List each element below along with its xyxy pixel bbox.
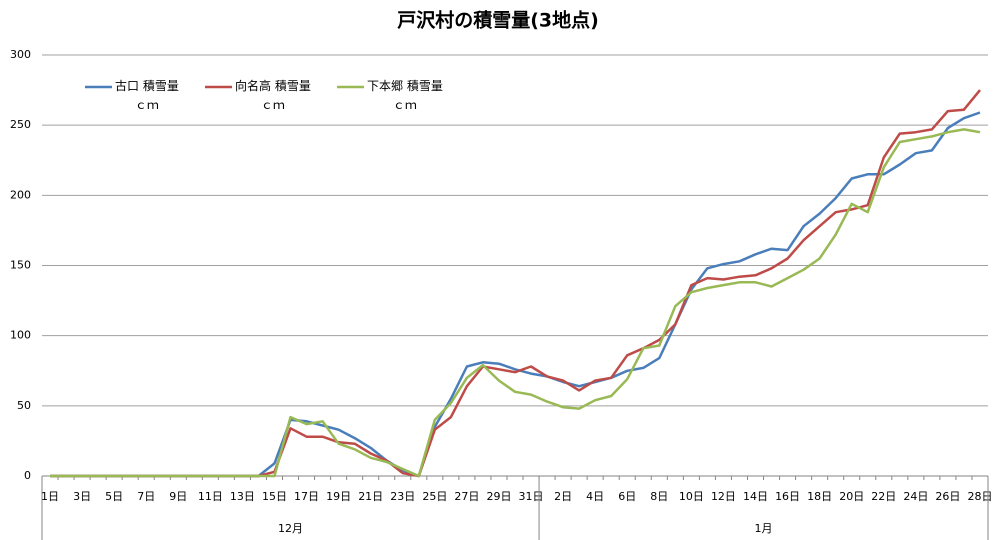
x-tick-label: 20日 [839, 490, 864, 503]
chart-title: 戸沢村の積雪量(3地点) [397, 9, 599, 32]
x-tick-label: 14日 [743, 490, 768, 503]
y-tick-label: 300 [10, 48, 31, 61]
x-tick-label: 16日 [775, 490, 800, 503]
x-tick-label: 29日 [486, 490, 511, 503]
legend-label: 下本郷 積雪量 ｃｍ [367, 79, 443, 112]
x-tick-label: 26日 [935, 490, 960, 503]
x-tick-label: 24日 [903, 490, 928, 503]
x-tick-label: 11日 [198, 490, 223, 503]
x-tick-label: 7日 [137, 490, 155, 503]
x-tick-label: 3日 [73, 490, 91, 503]
legend-label: 向名高 積雪量 ｃｍ [235, 79, 311, 112]
x-tick-label: 10日 [679, 490, 704, 503]
group-label: 1月 [755, 522, 773, 535]
y-tick-label: 200 [10, 188, 31, 201]
x-tick-label: 12日 [711, 490, 736, 503]
y-tick-label: 50 [17, 399, 31, 412]
y-tick-label: 150 [10, 259, 31, 272]
series-line [50, 89, 981, 478]
x-tick-label: 21日 [358, 490, 383, 503]
x-tick-label: 28日 [967, 490, 992, 503]
legend-label: 古口 積雪量 ｃｍ [115, 79, 179, 112]
group-label: 12月 [278, 522, 303, 535]
x-tick-label: 19日 [326, 490, 351, 503]
x-tick-label: 25日 [422, 490, 447, 503]
x-tick-label: 15日 [262, 490, 287, 503]
x-tick-label: 23日 [390, 490, 415, 503]
x-tick-label: 4日 [586, 490, 604, 503]
y-tick-label: 100 [10, 329, 31, 342]
x-tick-label: 9日 [169, 490, 187, 503]
x-tick-label: 8日 [650, 490, 668, 503]
series-line [50, 111, 981, 478]
y-tick-label: 250 [10, 118, 31, 131]
x-tick-label: 18日 [807, 490, 832, 503]
x-tick-label: 6日 [618, 490, 636, 503]
x-tick-label: 1日 [41, 490, 59, 503]
x-tick-label: 22日 [871, 490, 896, 503]
series-line [50, 128, 981, 478]
x-tick-label: 2日 [554, 490, 572, 503]
x-tick-label: 5日 [105, 490, 123, 503]
x-tick-label: 27日 [454, 490, 479, 503]
x-tick-label: 17日 [294, 490, 319, 503]
x-tick-label: 13日 [230, 490, 255, 503]
y-tick-label: 0 [24, 469, 31, 482]
x-tick-label: 31日 [519, 490, 544, 503]
